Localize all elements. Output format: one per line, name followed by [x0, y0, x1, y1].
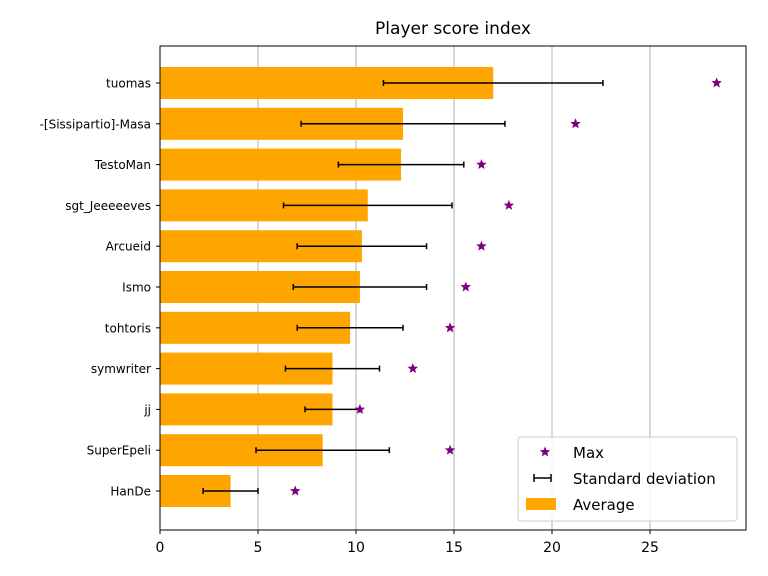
y-tick-label: Ismo — [122, 281, 151, 295]
max-star-marker — [476, 240, 487, 251]
x-tick-label: 25 — [641, 540, 659, 556]
legend-box — [517, 436, 738, 522]
error-bars — [202, 80, 604, 494]
y-tick-label: HanDe — [110, 485, 151, 499]
y-tick-label: tuomas — [106, 77, 151, 91]
legend-label-max: Max — [573, 444, 604, 462]
max-markers — [290, 77, 722, 496]
y-tick-label: Arcueid — [106, 240, 151, 254]
y-tick-label: symwriter — [91, 362, 151, 376]
y-tick-label: jj — [143, 403, 151, 417]
max-star-marker — [444, 444, 456, 455]
y-tick-label: TestoMan — [94, 158, 151, 172]
max-star-marker — [407, 363, 419, 374]
max-star-marker — [354, 403, 366, 414]
y-tick-label: SuperEpeli — [87, 444, 151, 458]
max-star-marker — [460, 281, 471, 292]
max-star-marker — [503, 199, 515, 210]
legend-label-average: Average — [573, 496, 635, 514]
y-tick-label: -[Sissipartio]-Masa — [40, 117, 151, 131]
chart-title: Player score index — [375, 19, 531, 39]
legend-max-swatch — [539, 446, 551, 457]
bar-jj — [160, 393, 333, 426]
x-tick-label: 20 — [543, 540, 561, 556]
x-axis: 0 5 10 15 20 25 — [156, 530, 659, 556]
plot-frame — [159, 45, 747, 531]
max-star-marker — [290, 485, 301, 496]
max-star-marker — [711, 77, 722, 88]
max-star-marker — [444, 322, 456, 333]
x-tick-label: 5 — [254, 540, 263, 556]
legend: Max Standard deviation Average — [517, 436, 738, 522]
max-star-marker — [476, 159, 487, 170]
x-tick-label: 0 — [156, 540, 165, 556]
x-tick-label: 10 — [347, 540, 365, 556]
y-tick-label: tohtoris — [105, 321, 151, 335]
legend-average-swatch — [526, 498, 556, 510]
max-star-marker — [570, 118, 581, 129]
y-tick-label: sgt_Jeeeeeves — [65, 199, 151, 213]
legend-label-stddev: Standard deviation — [573, 470, 716, 488]
x-tick-label: 15 — [445, 540, 463, 556]
y-axis: tuomas -[Sissipartio]-Masa TestoMan sgt_Jee… — [40, 77, 160, 499]
